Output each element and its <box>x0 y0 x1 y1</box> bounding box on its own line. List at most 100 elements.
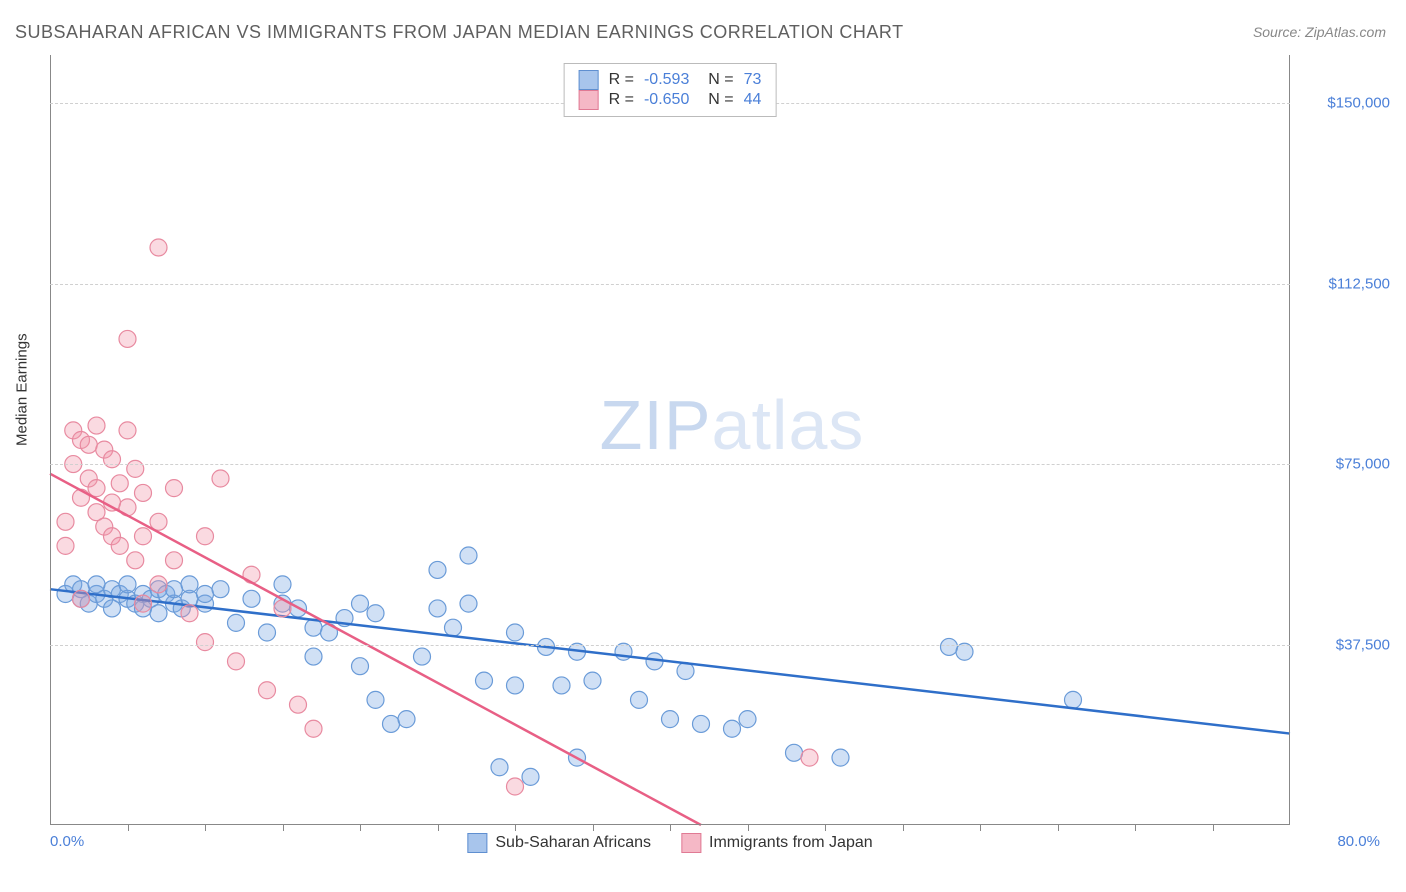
data-point-subSaharan <box>553 677 570 694</box>
data-point-japan <box>166 552 183 569</box>
data-point-subSaharan <box>507 677 524 694</box>
y-axis-label: Median Earnings <box>14 333 31 446</box>
gridline <box>50 645 1290 646</box>
x-tick <box>1058 825 1059 831</box>
trendline-japan <box>50 474 701 825</box>
data-point-subSaharan <box>507 624 524 641</box>
plot-area: ZIPatlas $37,500$75,000$112,500$150,000 … <box>50 55 1290 825</box>
data-point-subSaharan <box>445 619 462 636</box>
data-point-subSaharan <box>522 768 539 785</box>
gridline <box>50 284 1290 285</box>
data-point-subSaharan <box>460 595 477 612</box>
data-point-subSaharan <box>693 715 710 732</box>
x-tick <box>128 825 129 831</box>
data-point-subSaharan <box>429 561 446 578</box>
data-point-subSaharan <box>383 715 400 732</box>
legend-row-japan: R = -0.650 N = 44 <box>579 90 762 110</box>
y-axis-left-line <box>50 55 51 825</box>
x-tick <box>593 825 594 831</box>
y-tick-label: $37,500 <box>1300 636 1390 653</box>
x-tick <box>903 825 904 831</box>
x-tick <box>1135 825 1136 831</box>
data-point-japan <box>181 605 198 622</box>
data-point-japan <box>243 566 260 583</box>
chart-title: SUBSAHARAN AFRICAN VS IMMIGRANTS FROM JA… <box>15 22 904 43</box>
data-point-japan <box>135 595 152 612</box>
data-point-subSaharan <box>197 586 214 603</box>
source-attribution: Source: ZipAtlas.com <box>1253 24 1386 40</box>
data-point-japan <box>305 720 322 737</box>
data-point-japan <box>197 634 214 651</box>
data-point-subSaharan <box>414 648 431 665</box>
data-point-subSaharan <box>367 691 384 708</box>
data-point-subSaharan <box>429 600 446 617</box>
data-point-japan <box>228 653 245 670</box>
data-point-japan <box>166 480 183 497</box>
data-point-subSaharan <box>243 590 260 607</box>
swatch-subsaharan-icon <box>467 833 487 853</box>
data-point-subSaharan <box>956 643 973 660</box>
data-point-japan <box>150 239 167 256</box>
data-point-japan <box>119 422 136 439</box>
data-point-subSaharan <box>305 648 322 665</box>
legend-item-japan: Immigrants from Japan <box>681 833 873 853</box>
data-point-japan <box>290 696 307 713</box>
legend-row-subsaharan: R = -0.593 N = 73 <box>579 70 762 90</box>
y-tick-label: $75,000 <box>1300 456 1390 473</box>
data-point-japan <box>104 451 121 468</box>
data-point-japan <box>73 590 90 607</box>
data-point-subSaharan <box>352 595 369 612</box>
data-point-japan <box>57 537 74 554</box>
x-tick <box>748 825 749 831</box>
x-tick <box>205 825 206 831</box>
data-point-subSaharan <box>724 720 741 737</box>
y-tick-label: $150,000 <box>1300 95 1390 112</box>
data-point-subSaharan <box>228 614 245 631</box>
data-point-subSaharan <box>832 749 849 766</box>
x-tick <box>670 825 671 831</box>
gridline <box>50 464 1290 465</box>
data-point-subSaharan <box>941 638 958 655</box>
data-point-subSaharan <box>662 711 679 728</box>
y-axis-right-line <box>1289 55 1290 825</box>
data-point-japan <box>507 778 524 795</box>
data-point-subSaharan <box>274 576 291 593</box>
data-point-subSaharan <box>181 576 198 593</box>
data-point-subSaharan <box>584 672 601 689</box>
x-tick <box>1213 825 1214 831</box>
data-point-japan <box>197 528 214 545</box>
data-point-subSaharan <box>398 711 415 728</box>
data-point-subSaharan <box>367 605 384 622</box>
series-legend: Sub-Saharan Africans Immigrants from Jap… <box>467 833 872 853</box>
data-point-subSaharan <box>352 658 369 675</box>
data-point-japan <box>135 528 152 545</box>
swatch-japan-icon <box>681 833 701 853</box>
x-tick <box>980 825 981 831</box>
data-point-japan <box>212 470 229 487</box>
data-point-subSaharan <box>119 576 136 593</box>
data-point-subSaharan <box>491 759 508 776</box>
data-point-japan <box>119 330 136 347</box>
data-point-japan <box>80 436 97 453</box>
data-point-subSaharan <box>1065 691 1082 708</box>
x-tick <box>360 825 361 831</box>
legend-item-subsaharan: Sub-Saharan Africans <box>467 833 651 853</box>
data-point-subSaharan <box>460 547 477 564</box>
data-point-japan <box>127 460 144 477</box>
x-axis-min-label: 0.0% <box>50 833 84 850</box>
y-tick-label: $112,500 <box>1300 275 1390 292</box>
data-point-japan <box>259 682 276 699</box>
swatch-japan-icon <box>579 90 599 110</box>
data-point-japan <box>88 480 105 497</box>
data-point-subSaharan <box>259 624 276 641</box>
data-point-subSaharan <box>150 605 167 622</box>
data-point-japan <box>88 417 105 434</box>
data-point-subSaharan <box>166 581 183 598</box>
data-point-subSaharan <box>739 711 756 728</box>
data-point-japan <box>111 475 128 492</box>
data-point-japan <box>135 484 152 501</box>
x-tick <box>438 825 439 831</box>
data-point-subSaharan <box>476 672 493 689</box>
data-point-japan <box>127 552 144 569</box>
x-axis-max-label: 80.0% <box>1300 833 1380 850</box>
